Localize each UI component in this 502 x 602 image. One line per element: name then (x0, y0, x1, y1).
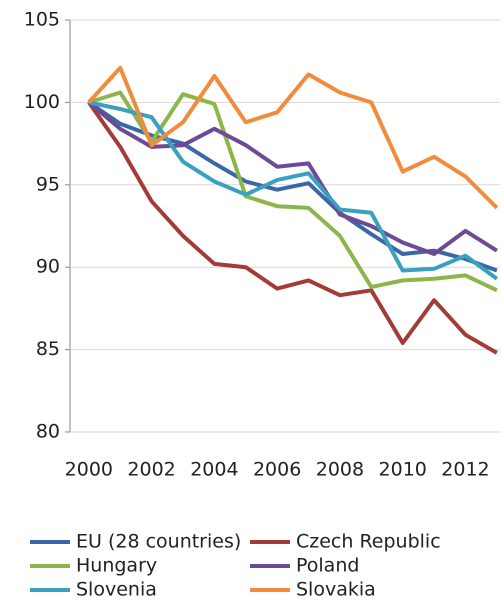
x-tick-label: 2006 (253, 459, 301, 481)
y-tick-label: 90 (36, 256, 60, 278)
y-tick-label: 100 (24, 91, 60, 113)
x-tick-label: 2012 (441, 459, 489, 481)
x-tick-label: 2000 (65, 459, 113, 481)
legend-label: Poland (296, 555, 359, 577)
x-tick-label: 2002 (127, 459, 175, 481)
x-tick-label: 2004 (190, 459, 238, 481)
x-tick-label: 2008 (316, 459, 364, 481)
y-tick-label: 80 (36, 421, 60, 443)
x-tick-label: 2010 (379, 459, 427, 481)
legend-label: Slovakia (296, 579, 376, 601)
y-tick-label: 105 (24, 9, 60, 31)
legend-label: EU (28 countries) (76, 531, 241, 553)
series-line (87, 101, 498, 355)
y-tick-label: 85 (36, 338, 60, 360)
legend-label: Slovenia (76, 579, 157, 601)
series-line (88, 90, 498, 293)
series-line (88, 100, 499, 281)
series-line (87, 65, 499, 210)
series-line (87, 100, 498, 273)
legend-label: Czech Republic (296, 531, 441, 553)
y-tick-label: 95 (36, 173, 60, 195)
series-line (87, 100, 498, 256)
legend-label: Hungary (76, 555, 157, 577)
